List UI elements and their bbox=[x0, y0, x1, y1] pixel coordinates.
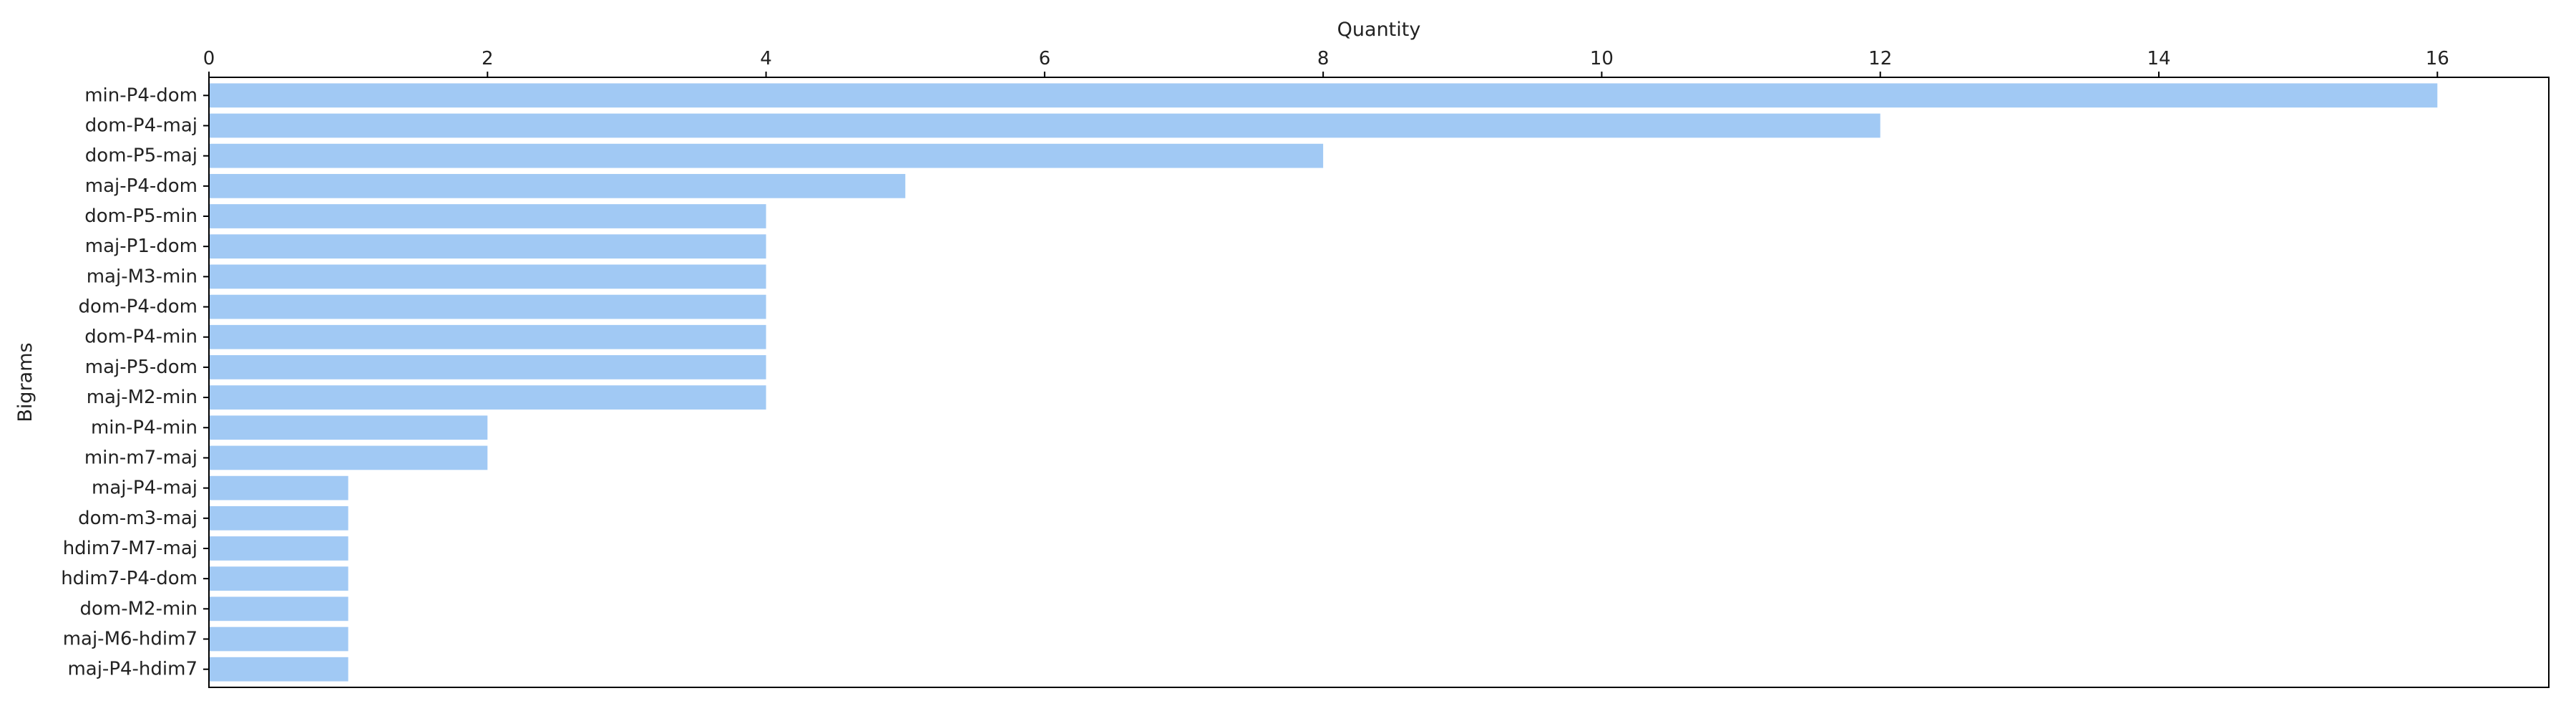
bar-maj-M2-min bbox=[209, 385, 766, 410]
x-axis: 0 2 4 6 8 10 12 14 16 bbox=[203, 48, 2449, 77]
x-tick-label: 12 bbox=[1868, 48, 1892, 69]
bar-dom-P5-maj bbox=[209, 143, 1324, 168]
y-tick-label: dom-P5-min bbox=[84, 205, 197, 227]
x-tick-label: 0 bbox=[203, 48, 215, 69]
bar-dom-P4-maj bbox=[209, 113, 1880, 138]
y-axis: min-P4-dom dom-P4-maj dom-P5-maj maj-P4-dom… bbox=[61, 84, 209, 680]
y-tick-label: maj-P4-maj bbox=[92, 478, 197, 499]
x-tick-label: 10 bbox=[1590, 48, 1614, 69]
y-tick-label: dom-P4-min bbox=[84, 326, 197, 348]
x-tick-label: 8 bbox=[1317, 48, 1330, 69]
bar-dom-P4-min bbox=[209, 324, 766, 349]
y-tick-label: maj-M2-min bbox=[87, 387, 197, 408]
bar-hdim7-P4-dom bbox=[209, 566, 348, 591]
y-tick-label: maj-P4-dom bbox=[85, 175, 197, 197]
y-tick-label: maj-P4-hdim7 bbox=[67, 659, 197, 680]
y-tick-label: maj-M6-hdim7 bbox=[63, 629, 197, 650]
bar-maj-P1-dom bbox=[209, 234, 766, 259]
y-tick-label: hdim7-M7-maj bbox=[63, 538, 197, 559]
x-tick-label: 2 bbox=[482, 48, 494, 69]
bar-maj-P4-maj bbox=[209, 475, 348, 500]
y-tick-label: hdim7-P4-dom bbox=[61, 568, 197, 589]
bar-dom-P5-min bbox=[209, 204, 766, 228]
y-tick-label: maj-P1-dom bbox=[85, 236, 197, 257]
y-tick-label: dom-m3-maj bbox=[78, 508, 197, 529]
x-tick-label: 4 bbox=[760, 48, 772, 69]
bar-maj-P5-dom bbox=[209, 355, 766, 379]
bar-maj-M3-min bbox=[209, 264, 766, 289]
x-axis-title: Quantity bbox=[1337, 19, 1421, 41]
bar-min-m7-maj bbox=[209, 445, 488, 470]
bar-maj-P4-dom bbox=[209, 173, 906, 198]
bar-dom-M2-min bbox=[209, 596, 348, 621]
y-tick-label: dom-P4-dom bbox=[79, 296, 197, 318]
bar-min-P4-min bbox=[209, 415, 488, 440]
y-axis-title: Bigrams bbox=[14, 342, 36, 422]
x-tick-label: 6 bbox=[1039, 48, 1051, 69]
y-tick-label: min-m7-maj bbox=[84, 447, 197, 468]
plot-frame bbox=[208, 77, 2550, 688]
x-tick-label: 16 bbox=[2426, 48, 2449, 69]
x-tick-label: 14 bbox=[2147, 48, 2170, 69]
y-tick-label: min-P4-dom bbox=[84, 84, 197, 106]
y-tick-label: dom-P5-maj bbox=[85, 145, 197, 167]
bar-dom-m3-maj bbox=[209, 505, 348, 531]
y-tick-label: dom-M2-min bbox=[79, 598, 197, 619]
bar-hdim7-M7-maj bbox=[209, 536, 348, 561]
bar-maj-M6-hdim7 bbox=[209, 626, 348, 652]
bar-min-P4-dom bbox=[209, 83, 2438, 108]
y-tick-label: min-P4-min bbox=[91, 417, 197, 438]
y-tick-label: dom-P4-maj bbox=[85, 115, 197, 136]
bar-maj-P4-hdim7 bbox=[209, 657, 348, 682]
y-tick-label: maj-P5-dom bbox=[85, 357, 197, 378]
y-tick-label: maj-M3-min bbox=[87, 266, 197, 287]
bars-group bbox=[209, 83, 2438, 682]
bar-dom-P4-dom bbox=[209, 294, 766, 319]
